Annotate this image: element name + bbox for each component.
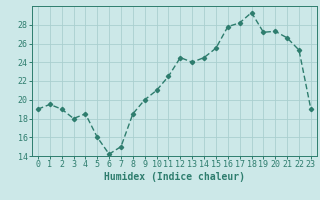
X-axis label: Humidex (Indice chaleur): Humidex (Indice chaleur): [104, 172, 245, 182]
